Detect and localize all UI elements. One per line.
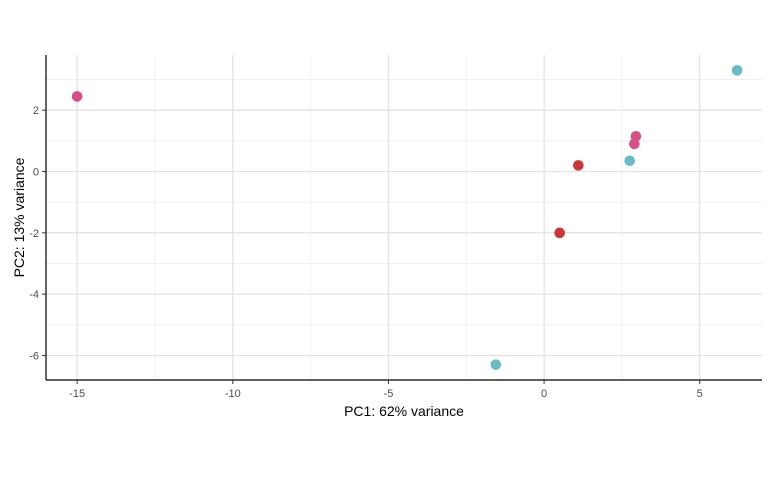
axes [45,55,762,381]
y-tick-label: -2 [29,228,39,240]
x-tick-label: 0 [541,388,547,400]
grid [46,55,762,380]
x-tick-label: -10 [225,388,241,400]
data-point [554,227,565,239]
x-tick-label: -5 [384,388,394,400]
data-point [573,160,584,171]
ticks: -15 -10 -5 0 5 -6 -4 -2 0 2 [29,105,703,400]
y-tick-label: -4 [29,289,39,301]
x-axis-title: PC1: 62% variance [344,403,464,419]
y-tick-label: 0 [33,167,39,179]
x-tick-label: 5 [697,388,703,400]
y-tick-label: 2 [33,105,39,117]
y-tick-label: -6 [29,350,39,362]
data-point [731,65,743,76]
data-point [629,138,640,150]
x-tick-label: -15 [69,388,85,400]
points [71,65,743,370]
data-point [71,91,83,102]
data-point [490,359,502,370]
y-axis-title: PC2: 13% variance [11,157,27,277]
data-point [624,155,635,167]
